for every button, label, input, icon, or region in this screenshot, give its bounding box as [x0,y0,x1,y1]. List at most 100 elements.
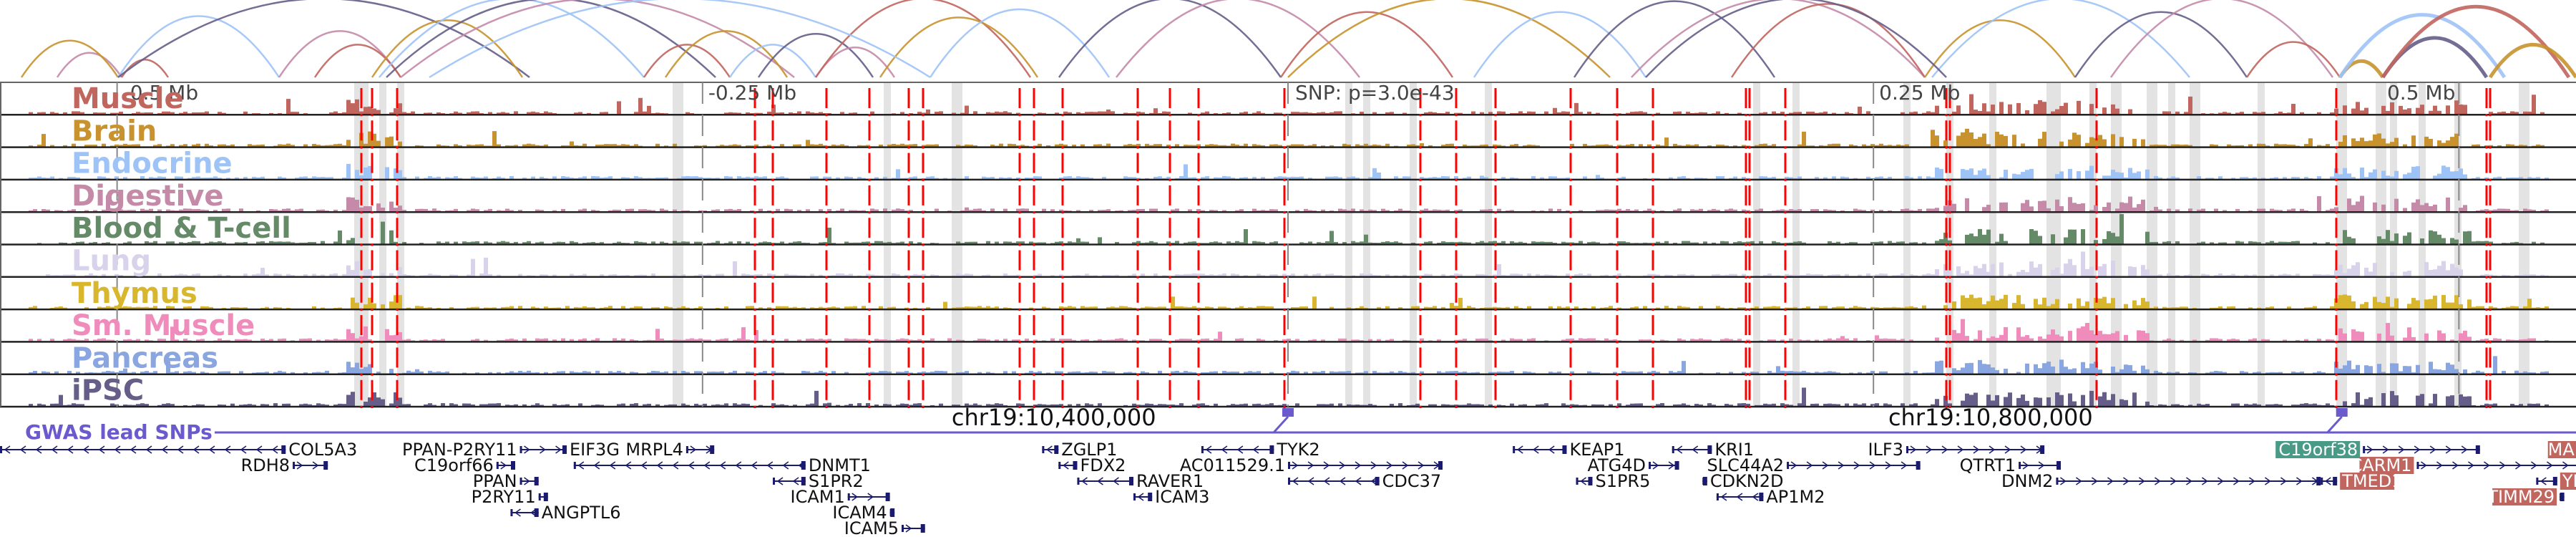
signal-bar [2386,296,2390,310]
strand-arrow-right-icon [690,445,697,454]
signal-bar [1566,242,1570,245]
signal-bar [540,210,544,213]
signal-bar [2351,301,2356,310]
gene-label: ZGLP1 [1061,440,1117,460]
signal-bar [681,403,686,407]
signal-bar [578,112,582,115]
signal-bar [89,372,93,374]
exon-block [2363,446,2366,453]
signal-bar [1677,371,1682,374]
signal-bar [1085,306,1089,310]
signal-bar [1888,176,1892,180]
signal-bar [1471,404,1475,407]
signal-bar [823,372,827,374]
gene-ppan-p2ry11: PPAN-P2RY11 [402,440,567,460]
signal-bar [1724,338,1729,342]
signal-bar [857,177,862,180]
signal-bar [1879,338,1883,342]
strand-arrow-left-icon [1062,461,1069,470]
signal-bar [33,306,37,310]
signal-bar [2055,392,2059,407]
exon-block [1702,477,1707,485]
signal-bar [1905,176,1909,180]
signal-bar [1652,210,1656,213]
signal-bar [1840,306,1845,310]
signal-bar [2046,334,2051,342]
signal-bar [114,176,119,180]
signal-bar [2077,298,2081,310]
signal-bar [2532,274,2536,277]
signal-bar [2175,209,2180,213]
signal-bar [1909,339,1913,342]
signal-bar [1579,210,1583,213]
signal-bar [1274,241,1278,245]
signal-bar [1059,404,1063,407]
signal-bar [1080,339,1085,342]
signal-bar [2484,209,2489,213]
signal-bar [2454,100,2459,115]
signal-bar [2098,266,2102,277]
signal-bar [763,371,767,374]
signal-bar [1823,339,1828,342]
strand-arrow-right-icon [2398,445,2405,454]
gene-highlight-box [2492,488,2557,505]
track-thymus [29,294,2549,310]
signal-bar [1179,175,1184,180]
signal-bar [1939,360,1943,374]
signal-bar [2128,196,2132,213]
signal-bar [956,405,960,407]
signal-bar [2042,297,2046,310]
signal-bar [716,372,720,374]
signal-bar [1488,404,1493,407]
signal-bar [1085,372,1089,374]
signal-bar [2381,238,2386,245]
strand-arrow-left-icon [776,477,784,485]
signal-bar [278,370,282,374]
signal-bar [1402,372,1407,374]
signal-bar [2510,404,2514,407]
signal-bar [2437,330,2441,342]
signal-bar [389,201,394,213]
signal-bar [2089,137,2094,147]
signal-bar [1484,177,1488,180]
signal-bar [205,306,209,310]
signal-bar [673,143,677,147]
signal-bar [806,371,810,374]
signal-bar [273,241,278,245]
signal-bar [84,145,89,147]
signal-bar [1802,131,1806,147]
strand-arrow-left-icon [1137,493,1144,501]
signal-bar [2141,298,2145,310]
signal-bar [1703,339,1707,342]
signal-bar [1158,370,1162,374]
signal-bar [1377,306,1381,310]
signal-bar [2523,306,2527,310]
signal-bar [252,145,256,147]
signal-bar [1742,274,1746,277]
signal-bar [273,209,278,213]
strand-arrow-right-icon [2020,445,2027,454]
signal-bar [1188,241,1192,245]
signal-bar [1360,306,1364,310]
signal-bar [1450,405,1454,407]
signal-bar [926,307,930,310]
signal-bar [1630,307,1634,310]
signal-bar [355,362,359,374]
signal-bar [2278,274,2283,277]
exon-block [1702,478,1705,485]
signal-bar [965,144,969,147]
signal-bar [643,111,647,115]
signal-bar [1870,404,1875,407]
signal-bar [565,176,570,180]
signal-bar [2111,233,2115,245]
signal-bar [2137,204,2141,213]
signal-bar [2390,241,2394,245]
signal-bar [930,338,935,342]
signal-bar [1712,405,1716,407]
signal-bar [2034,104,2038,115]
signal-bar [973,208,977,213]
signal-bar [853,339,857,342]
signal-bar [1647,144,1652,147]
signal-bar [793,274,797,277]
signal-bar [2111,104,2115,115]
